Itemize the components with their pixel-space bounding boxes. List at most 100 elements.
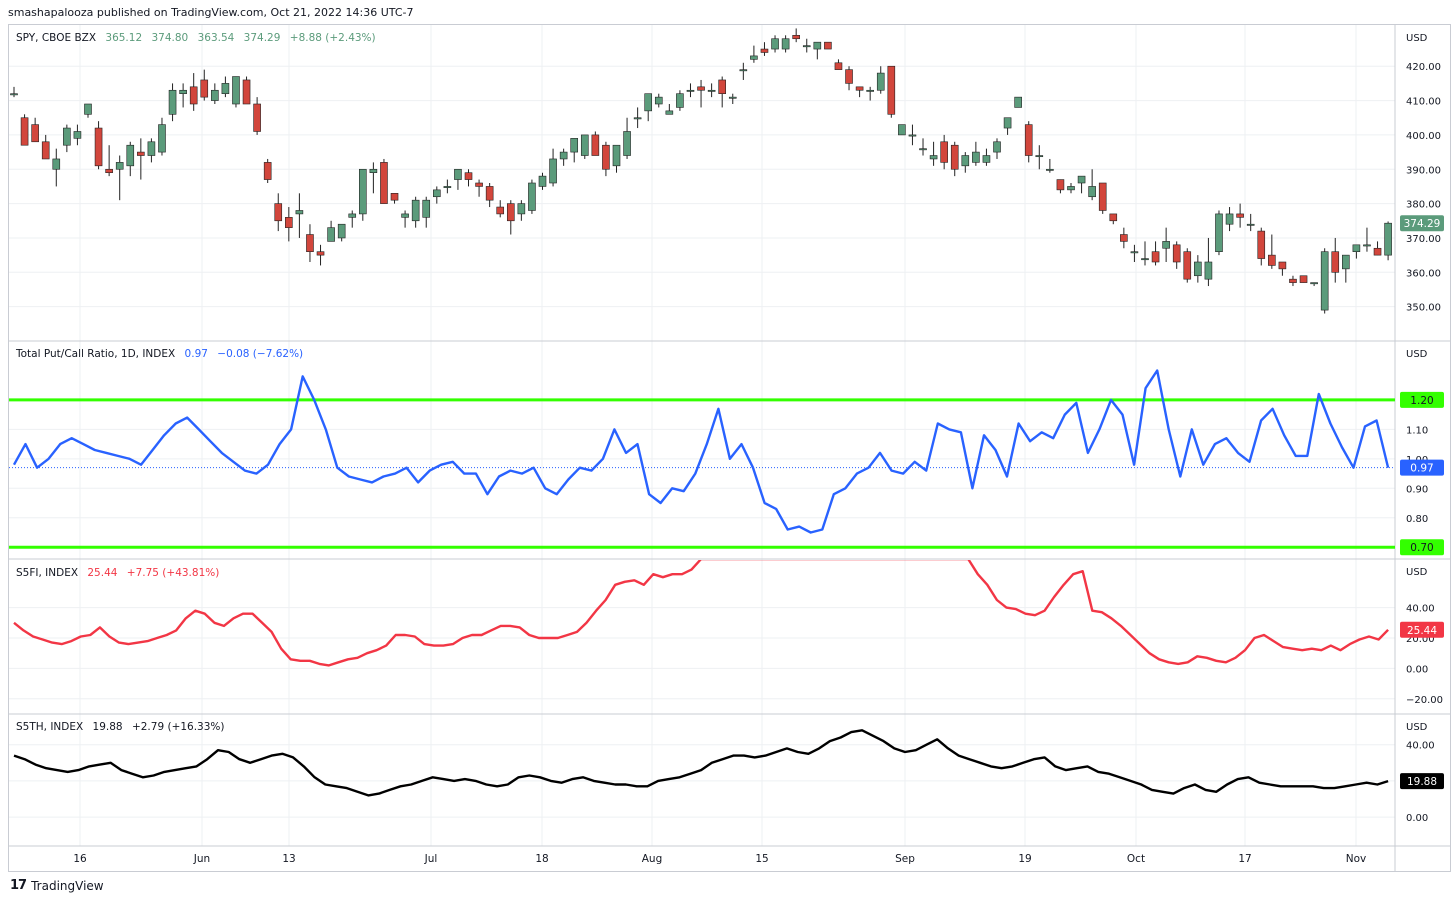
price-legend-low: 363.54 — [197, 32, 235, 44]
y-tick-label: 350.00 — [1406, 303, 1441, 314]
candle-body — [232, 76, 240, 105]
candle-body — [623, 131, 631, 156]
candle-body — [898, 124, 906, 136]
candle-body — [390, 193, 399, 201]
candle-body — [263, 162, 272, 180]
putcall-legend-change: −0.08 (−7.62%) — [217, 348, 304, 360]
y-tick-label: 410.00 — [1406, 97, 1441, 108]
s5fi-legend: S5FI, INDEX 25.44 +7.75 (+43.81%) — [16, 567, 219, 579]
y-tick-label: 20.00 — [1406, 634, 1435, 645]
candle-body — [94, 127, 103, 167]
candle-body — [1342, 254, 1350, 270]
y-tick-label: 40.00 — [1406, 604, 1435, 615]
time-axis-label: 18 — [535, 853, 548, 865]
y-tick-label: 0.80 — [1406, 514, 1428, 525]
candle-body — [1204, 261, 1213, 280]
chart-frame — [8, 24, 1451, 872]
candle-body — [147, 141, 156, 156]
candle-body — [739, 69, 748, 72]
s5th-last-badge-bg — [1400, 773, 1444, 790]
candle-body — [834, 62, 843, 70]
candle-body — [1024, 124, 1033, 156]
candle-body — [993, 141, 1001, 153]
s5fi-legend-name: S5FI, INDEX — [16, 567, 79, 579]
s5fi-series-line — [13, 560, 1389, 667]
candle-body — [1098, 182, 1107, 211]
time-axis-label: 13 — [282, 853, 295, 865]
candle-body — [919, 148, 927, 151]
candle-body — [31, 124, 39, 143]
s5th-legend-name: S5TH, INDEX — [16, 721, 84, 733]
candle-body — [940, 141, 948, 163]
candle-body — [1363, 244, 1371, 247]
candle-body — [454, 168, 462, 180]
candle-body — [528, 182, 536, 211]
price-legend-symbol: SPY, CBOE BZX — [16, 32, 97, 44]
candle-body — [559, 151, 568, 160]
lower-band-badge-bg — [1400, 539, 1444, 556]
candle-body — [950, 144, 959, 170]
candle-body — [792, 35, 800, 40]
candle-body — [1003, 117, 1012, 129]
candle-body — [1352, 244, 1361, 252]
candle-body — [1215, 213, 1223, 252]
tradingview-logo-icon: 17 — [10, 878, 27, 893]
candle-body — [1320, 251, 1329, 311]
candle-body — [316, 251, 325, 256]
candle-body — [517, 203, 526, 215]
candle-body — [1109, 213, 1118, 222]
unit-label: USD — [1406, 567, 1428, 578]
candle-body — [1088, 186, 1096, 198]
time-axis-label: Aug — [642, 853, 663, 865]
candle-body — [242, 79, 251, 105]
candle-body — [126, 144, 135, 167]
candle-body — [760, 48, 769, 53]
candle-body — [665, 110, 674, 115]
candle-body — [105, 168, 113, 173]
candle-body — [1120, 234, 1128, 242]
candle-body — [1077, 175, 1086, 184]
candle-body — [179, 89, 187, 94]
candle-body — [580, 134, 589, 156]
candle-body — [443, 186, 452, 188]
candle-body — [1278, 261, 1287, 270]
putcall-last-badge: 0.97 — [1410, 463, 1433, 475]
candle-body — [929, 155, 938, 160]
candle-body — [221, 83, 230, 94]
candle-body — [1141, 258, 1149, 261]
candle-body — [115, 162, 124, 170]
candle-body — [1162, 241, 1170, 249]
unit-label: USD — [1406, 722, 1428, 733]
candle-body — [475, 182, 483, 187]
time-axis-label: Oct — [1127, 853, 1145, 865]
candle-body — [306, 234, 314, 252]
candle-body — [570, 138, 579, 153]
unit-label: USD — [1406, 349, 1428, 360]
candle-body — [908, 134, 917, 137]
y-tick-label: −20.00 — [1406, 695, 1443, 706]
candle-body — [52, 158, 61, 170]
y-tick-label: 420.00 — [1406, 62, 1441, 73]
candle-body — [813, 41, 822, 50]
candle-body — [633, 117, 642, 120]
candle-body — [200, 79, 209, 98]
candle-body — [718, 79, 726, 94]
candle-body — [591, 134, 600, 156]
candle-body — [1046, 168, 1054, 171]
price-legend-change: +8.88 (+2.43%) — [289, 32, 376, 44]
s5fi-last-badge: 25.44 — [1407, 625, 1437, 637]
y-tick-label: 0.00 — [1406, 813, 1428, 824]
candle-body — [1056, 179, 1065, 191]
candle-body — [972, 151, 980, 163]
unit-label: USD — [1406, 33, 1428, 44]
candle-body — [1194, 261, 1202, 277]
time-axis-label: Jun — [193, 853, 210, 865]
candle-body — [1172, 244, 1181, 263]
s5th-legend: S5TH, INDEX 19.88 +2.79 (+16.33%) — [16, 721, 225, 733]
candle-body — [1257, 230, 1266, 259]
candle-body — [285, 217, 293, 228]
y-tick-label: 0.00 — [1406, 664, 1428, 675]
footer: 17 TradingView — [10, 878, 104, 893]
price-legend-open: 365.12 — [105, 32, 143, 44]
